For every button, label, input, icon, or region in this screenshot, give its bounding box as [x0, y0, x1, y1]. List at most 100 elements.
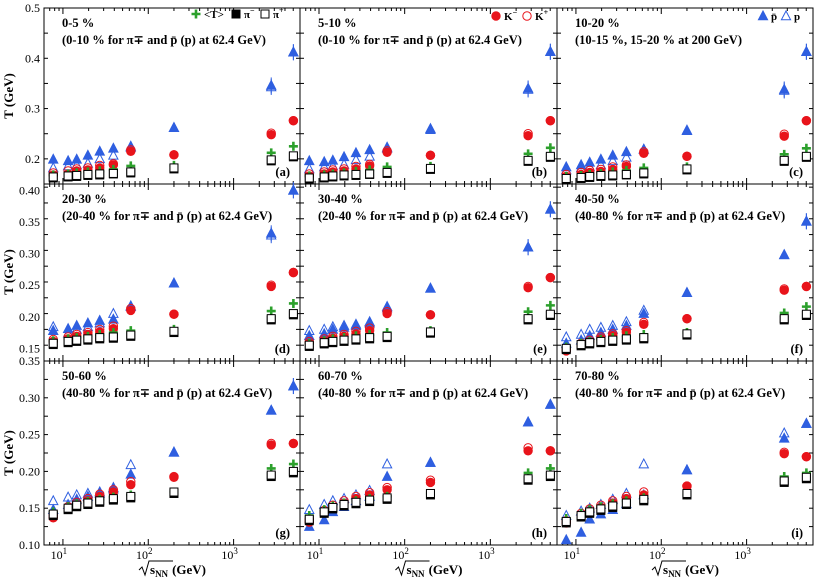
- centrality-note: (10-15 %, 15-20 % at 200 GeV): [575, 33, 742, 47]
- data-point: [288, 141, 298, 151]
- series-proton: [47, 378, 299, 506]
- data-point: [126, 145, 136, 155]
- x-axis-label: sNN (GeV): [138, 560, 206, 579]
- data-point: [63, 503, 73, 513]
- data-point: [576, 172, 586, 182]
- data-point: [327, 154, 339, 165]
- data-point: [545, 115, 556, 126]
- data-point: [328, 171, 338, 181]
- data-point: [63, 336, 73, 346]
- data-point: [638, 307, 650, 318]
- data-point: [338, 319, 350, 330]
- centrality-note: (40-80 % for π∓ and p̄ (p) at 62.4 GeV): [575, 209, 785, 223]
- data-point: [72, 335, 82, 345]
- data-point: [319, 338, 329, 348]
- y-tick-label: 0.15: [19, 341, 40, 355]
- panel-label: (c): [789, 165, 803, 179]
- data-point: [266, 128, 276, 138]
- data-point: [266, 280, 276, 290]
- data-point: [522, 241, 534, 252]
- data-point: [801, 143, 811, 153]
- data-point: [304, 514, 314, 524]
- data-point: [125, 458, 137, 470]
- data-point: [523, 129, 533, 139]
- data-point: [523, 443, 533, 453]
- data-point: [381, 457, 393, 469]
- data-point: [608, 501, 618, 511]
- centrality-note: (40-80 % for π∓ and p̄ (p) at 62.4 GeV): [318, 386, 528, 400]
- x-tick-label: 102: [392, 546, 409, 562]
- data-point: [287, 46, 299, 57]
- data-point: [126, 167, 136, 177]
- centrality-title: 50-60 %: [62, 369, 107, 383]
- data-point: [126, 303, 136, 314]
- data-point: [682, 488, 692, 498]
- data-point: [339, 500, 349, 510]
- data-point: [596, 170, 606, 180]
- data-point: [288, 466, 298, 476]
- data-point: [584, 513, 596, 524]
- data-point: [350, 318, 362, 329]
- x-tick-label: 101: [307, 546, 324, 562]
- data-point: [72, 170, 82, 180]
- data-point: [48, 338, 58, 348]
- y-tick-label: 0.25: [19, 278, 40, 292]
- data-point: [425, 310, 436, 320]
- data-point: [318, 513, 330, 525]
- y-tick-label: 0.20: [19, 464, 40, 478]
- y-tick-label: 0.25: [19, 428, 40, 442]
- data-point: [801, 302, 811, 312]
- x-axis-label-text: sNN (GeV): [407, 562, 463, 579]
- data-point: [265, 404, 277, 415]
- data-point: [596, 504, 606, 514]
- y-tick-label: 0.2: [25, 152, 40, 166]
- data-point: [168, 446, 180, 457]
- data-point: [328, 336, 338, 346]
- data-point: [95, 333, 105, 343]
- data-point: [779, 314, 789, 324]
- data-point: [621, 169, 631, 179]
- panel-f: 40-50 % (40-80 % for π∓ and p̄ (p) at 62.…: [556, 183, 814, 362]
- data-point: [608, 335, 618, 345]
- data-point: [425, 163, 435, 173]
- data-point: [47, 324, 59, 335]
- data-point: [638, 457, 650, 469]
- data-point: [681, 463, 693, 475]
- y-tick-label: 0.40: [19, 183, 40, 197]
- series-pi-plus: [48, 151, 298, 182]
- data-point: [382, 331, 392, 341]
- y-tick-label: 0.3: [25, 102, 40, 116]
- data-point: [365, 495, 375, 505]
- data-point: [522, 416, 534, 427]
- y-tick-label: 0.30: [19, 391, 40, 405]
- data-point: [639, 147, 649, 157]
- data-point: [523, 281, 533, 292]
- data-point: [779, 447, 789, 457]
- data-point: [319, 172, 329, 182]
- data-point: [266, 155, 276, 165]
- data-point: [560, 533, 572, 545]
- data-point: [638, 304, 650, 315]
- data-point: [779, 155, 789, 165]
- data-point: [779, 131, 789, 141]
- data-point: [576, 511, 586, 521]
- data-point: [265, 229, 277, 240]
- data-point: [266, 314, 276, 324]
- data-point: [83, 498, 93, 508]
- data-point: [544, 203, 556, 214]
- x-axis-label-text: sNN (GeV): [150, 562, 206, 579]
- data-point: [595, 321, 607, 332]
- centrality-title: 0-5 %: [62, 16, 94, 30]
- data-point: [801, 472, 811, 482]
- panel-label: (h): [532, 526, 547, 540]
- y-tick-label: 0.4: [25, 51, 40, 65]
- data-point: [778, 432, 790, 443]
- data-point: [126, 305, 136, 316]
- data-point: [639, 494, 649, 504]
- legend-k-minus-symbol: [491, 11, 501, 21]
- data-point: [682, 151, 692, 162]
- legend-avg-t-symbol: [191, 9, 201, 19]
- data-point: [545, 309, 555, 319]
- data-point: [351, 334, 361, 344]
- data-point: [561, 516, 571, 526]
